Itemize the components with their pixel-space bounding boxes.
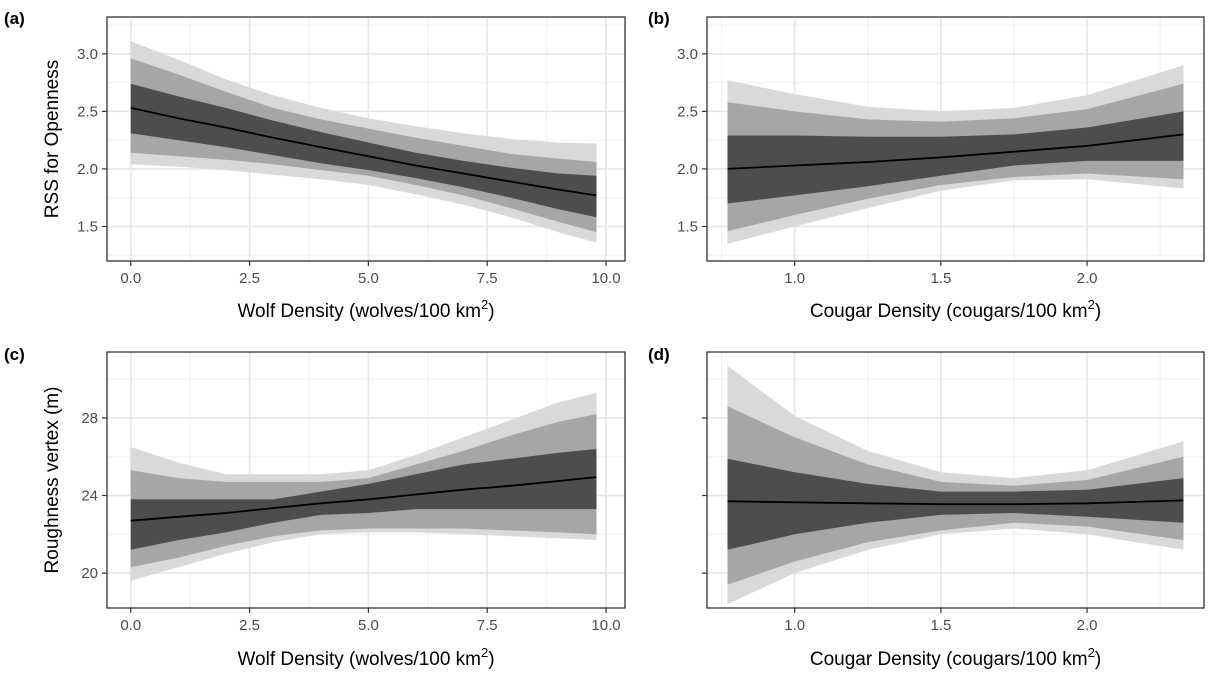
x-tick-label: 7.5	[477, 270, 498, 287]
x-tick-label: 5.0	[358, 270, 379, 287]
y-tick-label: 3.0	[77, 46, 98, 63]
band-inner	[130, 83, 597, 218]
y-tick-label: 2.5	[77, 103, 98, 120]
panel-c: 0.0 2.5 5.0 7.5 10.0 20 24 28 Wolf Density (wolv…	[4, 345, 626, 670]
x-tick-label: 1.0	[784, 270, 805, 287]
x-tick-label: 10.0	[591, 617, 620, 634]
x-axis-title: Cougar Density (cougars/100 km2)	[810, 297, 1101, 322]
band-inner	[727, 111, 1184, 204]
mean-line	[130, 476, 597, 522]
panel-border	[706, 351, 1205, 609]
panel-tag: (d)	[648, 345, 670, 364]
y-tick-label: 1.5	[77, 218, 98, 235]
x-axis-title: Wolf Density (wolves/100 km2)	[237, 645, 494, 670]
mean-line	[727, 499, 1184, 506]
x-tick-label: 2.0	[1077, 617, 1098, 634]
y-tick-label: 28	[81, 410, 98, 427]
panel-tag: (c)	[4, 345, 25, 364]
panel-a: 0.0 2.5 5.0 7.5 10.0 1.5 2.0 2.5 3.0 Wolf Density…	[4, 9, 626, 322]
y-axis-title: RSS for Openness	[42, 60, 63, 218]
x-axis-title: Cougar Density (cougars/100 km2)	[810, 645, 1101, 670]
panel-border	[706, 16, 1205, 262]
x-tick-label: 10.0	[591, 270, 620, 287]
mean-line	[727, 133, 1184, 170]
panel-border	[106, 351, 626, 609]
y-tick-label: 1.5	[677, 218, 698, 235]
x-axis-title: Wolf Density (wolves/100 km2)	[237, 297, 494, 322]
x-tick-label: 0.0	[120, 617, 141, 634]
panel-tag: (a)	[4, 9, 25, 28]
panel-d: 1.0 1.5 2.0 Cougar Density (cougars/100 km2…	[648, 345, 1205, 670]
x-tick-label: 2.5	[239, 617, 260, 634]
x-tick-label: 7.5	[477, 617, 498, 634]
y-tick-label: 2.5	[677, 103, 698, 120]
panel-tag: (b)	[648, 9, 670, 28]
y-tick-label: 24	[81, 488, 98, 505]
x-tick-label: 5.0	[358, 617, 379, 634]
panel-border	[106, 16, 626, 262]
y-axis-title: Roughness vertex (m)	[42, 387, 63, 574]
y-tick-label: 2.0	[677, 161, 698, 178]
x-tick-label: 0.0	[120, 270, 141, 287]
panel-b: 1.0 1.5 2.0 1.5 2.0 2.5 3.0 Cougar Density (cou…	[648, 9, 1205, 322]
x-tick-label: 2.5	[239, 270, 260, 287]
x-tick-label: 2.0	[1077, 270, 1098, 287]
y-tick-label: 20	[81, 565, 98, 582]
y-tick-label: 3.0	[677, 46, 698, 63]
x-tick-label: 1.5	[930, 617, 951, 634]
x-tick-label: 1.5	[930, 270, 951, 287]
x-tick-label: 1.0	[784, 617, 805, 634]
mean-line	[130, 107, 597, 197]
y-tick-label: 2.0	[77, 161, 98, 178]
